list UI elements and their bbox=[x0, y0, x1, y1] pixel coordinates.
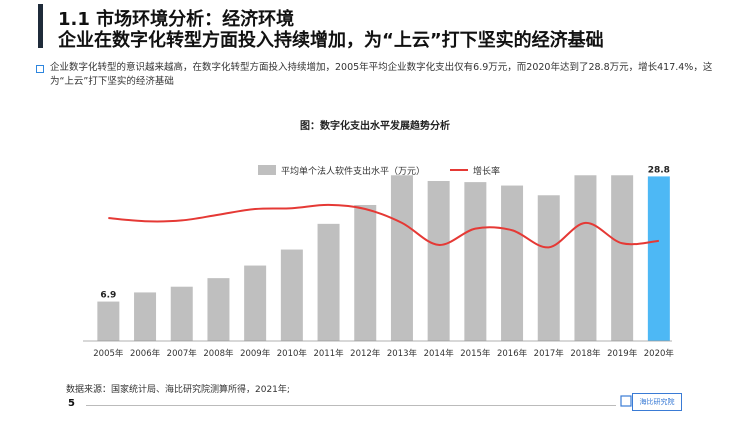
x-tick-label: 2016年 bbox=[497, 348, 528, 359]
x-tick-label: 2008年 bbox=[203, 348, 234, 359]
bar-2012年 bbox=[354, 204, 377, 341]
legend-line-label: 增长率 bbox=[473, 165, 500, 177]
bar-2007年 bbox=[170, 286, 193, 341]
data-label: 6.9 bbox=[100, 291, 116, 301]
x-tick-label: 2006年 bbox=[130, 348, 161, 359]
growth-rate-line bbox=[108, 203, 659, 249]
logo-icon bbox=[620, 395, 632, 407]
bar-2019年 bbox=[611, 175, 634, 341]
bar-2014年 bbox=[427, 180, 450, 341]
bar-2005年 bbox=[97, 301, 120, 341]
title-accent-bar bbox=[38, 4, 43, 48]
bar-2010年 bbox=[280, 249, 303, 341]
bullet-square-icon bbox=[36, 65, 44, 73]
page-title: 1.1 市场环境分析：经济环境 bbox=[58, 9, 295, 30]
x-tick-label: 2014年 bbox=[424, 348, 455, 359]
page-subtitle: 企业在数字化转型方面投入持续增加，为“上云”打下坚实的经济基础 bbox=[58, 30, 604, 51]
bar-2013年 bbox=[390, 175, 413, 341]
data-label: 28.8 bbox=[648, 165, 670, 175]
bar-2015年 bbox=[464, 182, 487, 341]
page-number: 5 bbox=[68, 398, 75, 409]
bar-2011年 bbox=[317, 223, 340, 341]
x-tick-label: 2013年 bbox=[387, 348, 418, 359]
brand-logo: 海比研究院 bbox=[632, 393, 682, 411]
intro-paragraph: 企业数字化转型的意识越来越高，在数字化转型方面投入持续增加，2005年平均企业数… bbox=[50, 62, 713, 87]
x-tick-label: 2019年 bbox=[607, 348, 638, 359]
legend-bar-swatch bbox=[258, 165, 276, 175]
chart-legend: 平均单个法人软件支出水平（万元） 增长率 bbox=[258, 165, 500, 177]
footer-divider bbox=[86, 405, 616, 406]
bar-2020年 bbox=[647, 176, 670, 341]
x-tick-label: 2012年 bbox=[350, 348, 381, 359]
x-tick-label: 2018年 bbox=[570, 348, 601, 359]
spending-trend-chart: 平均单个法人软件支出水平（万元） 增长率 6.9 28.8 2005年 2006年 2… bbox=[83, 165, 675, 359]
bar-2006年 bbox=[134, 292, 157, 341]
x-tick-label: 2005年 bbox=[93, 348, 124, 359]
x-tick-label: 2010年 bbox=[277, 348, 308, 359]
x-tick-label: 2009年 bbox=[240, 348, 271, 359]
bar-2009年 bbox=[244, 265, 267, 341]
legend-bar-label: 平均单个法人软件支出水平（万元） bbox=[281, 165, 425, 177]
bar-2018年 bbox=[574, 175, 597, 341]
figure-title: 图：数字化支出水平发展趋势分析 bbox=[300, 121, 450, 132]
bar-2016年 bbox=[501, 185, 524, 341]
bar-2008年 bbox=[207, 278, 230, 341]
data-source: 数据来源：国家统计局、海比研究院测算所得，2021年; bbox=[66, 385, 290, 395]
x-tick-label: 2020年 bbox=[644, 348, 675, 359]
x-tick-label: 2011年 bbox=[313, 348, 344, 359]
x-tick-label: 2017年 bbox=[534, 348, 565, 359]
x-tick-label: 2015年 bbox=[460, 348, 491, 359]
bar-2017年 bbox=[537, 195, 560, 341]
x-tick-label: 2007年 bbox=[167, 348, 198, 359]
